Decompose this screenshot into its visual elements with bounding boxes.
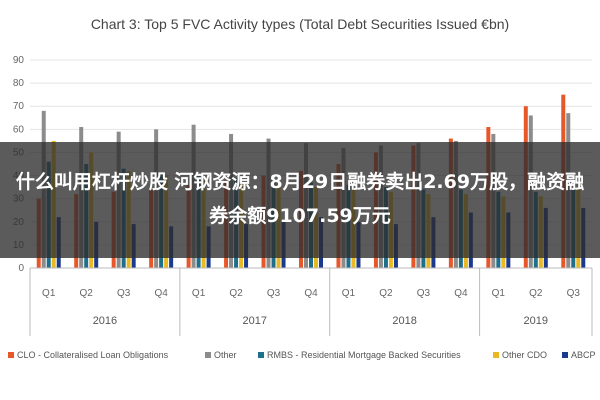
y-tick-label: 90 (13, 55, 25, 66)
x-group-label: 2019 (524, 315, 548, 327)
legend-label: CLO - Collateralised Loan Obligations (17, 350, 169, 360)
y-tick-label: 80 (13, 78, 25, 89)
x-tick-label: Q4 (454, 288, 468, 299)
legend-swatch (562, 352, 568, 358)
x-tick-label: Q2 (379, 288, 393, 299)
x-tick-label: Q1 (492, 288, 506, 299)
x-tick-label: Q3 (267, 288, 281, 299)
chart-title: Chart 3: Top 5 FVC Activity types (Total… (91, 16, 509, 32)
legend-swatch (8, 352, 14, 358)
legend-swatch (205, 352, 211, 358)
legend-label: Other (214, 350, 237, 360)
x-tick-label: Q3 (567, 288, 581, 299)
x-tick-label: Q1 (192, 288, 206, 299)
x-tick-label: Q2 (529, 288, 543, 299)
x-tick-label: Q2 (80, 288, 94, 299)
legend-swatch (258, 352, 264, 358)
legend-label: ABCP (571, 350, 596, 360)
x-group-label: 2017 (243, 315, 267, 327)
legend-label: Other CDO (502, 350, 547, 360)
legend-label: RMBS - Residential Mortgage Backed Secur… (267, 350, 461, 360)
x-tick-label: Q3 (117, 288, 131, 299)
overlay-headline[interactable]: 什么叫用杠杆炒股 河钢资源：8月29日融券卖出2.69万股，融资融券余额9107… (15, 171, 585, 227)
y-tick-label: 70 (13, 101, 25, 112)
x-tick-label: Q3 (417, 288, 431, 299)
x-tick-label: Q2 (229, 288, 243, 299)
x-tick-label: Q4 (304, 288, 318, 299)
x-group-label: 2016 (93, 315, 117, 327)
legend: CLO - Collateralised Loan Obligations Oth… (8, 350, 596, 360)
x-group-label: 2018 (392, 315, 416, 327)
legend-swatch (493, 352, 499, 358)
y-tick-label: 0 (18, 263, 24, 274)
x-axis: Q1 Q2 Q3 Q4 Q1 Q2 Q3 Q4 Q1 Q2 Q3 Q4 Q1 Q2 Q3 2016 2017 20… (29, 267, 593, 336)
overlay-banner (0, 142, 600, 258)
x-tick-label: Q1 (342, 288, 356, 299)
x-tick-label: Q1 (42, 288, 56, 299)
x-tick-label: Q4 (154, 288, 168, 299)
y-tick-label: 60 (13, 124, 25, 135)
